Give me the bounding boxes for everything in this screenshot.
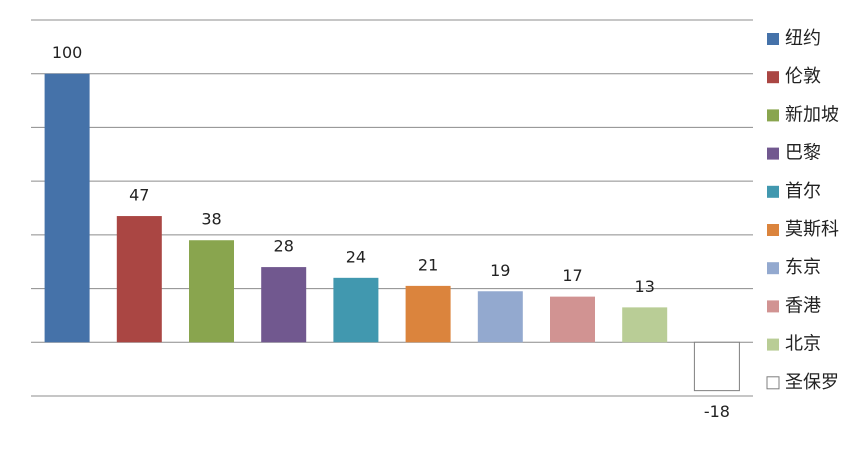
bar: [44, 73, 90, 343]
data-label: 17: [562, 266, 582, 285]
bar: [261, 267, 307, 343]
data-label: 28: [274, 237, 294, 256]
legend-swatch: [767, 338, 779, 351]
bar: [189, 240, 234, 343]
data-label: 100: [52, 43, 83, 62]
legend-label: 北京: [785, 334, 821, 355]
bar: [622, 307, 668, 343]
bar: [333, 277, 379, 343]
bar: [405, 285, 451, 343]
bar: [477, 291, 523, 343]
legend-label: 东京: [785, 257, 821, 278]
data-label: 38: [201, 210, 221, 229]
bar: [116, 216, 162, 343]
legend-label: 新加坡: [785, 104, 839, 125]
data-label: 21: [418, 255, 438, 274]
legend-label: 圣保罗: [785, 372, 839, 393]
legend-label: 首尔: [785, 181, 821, 202]
legend-label: 纽约: [785, 28, 821, 49]
data-label: -18: [704, 402, 730, 421]
legend-swatch: [766, 376, 780, 390]
legend-swatch: [767, 224, 779, 236]
data-label: 47: [129, 186, 149, 205]
legend-label: 莫斯科: [785, 219, 839, 240]
legend-label: 香港: [785, 295, 821, 316]
legend-swatch: [767, 262, 779, 275]
data-label: 19: [490, 261, 510, 280]
legend-swatch: [767, 147, 779, 160]
bar: [693, 341, 740, 392]
legend-label: 伦敦: [785, 66, 821, 87]
data-label: 13: [635, 277, 655, 296]
legend-label: 巴黎: [785, 143, 821, 164]
legend-swatch: [767, 300, 779, 313]
bar: [550, 296, 595, 343]
legend-swatch: [767, 33, 779, 45]
legend-swatch: [767, 109, 779, 122]
data-label: 24: [346, 247, 366, 266]
legend-swatch: [767, 185, 779, 198]
legend-swatch: [767, 71, 779, 84]
